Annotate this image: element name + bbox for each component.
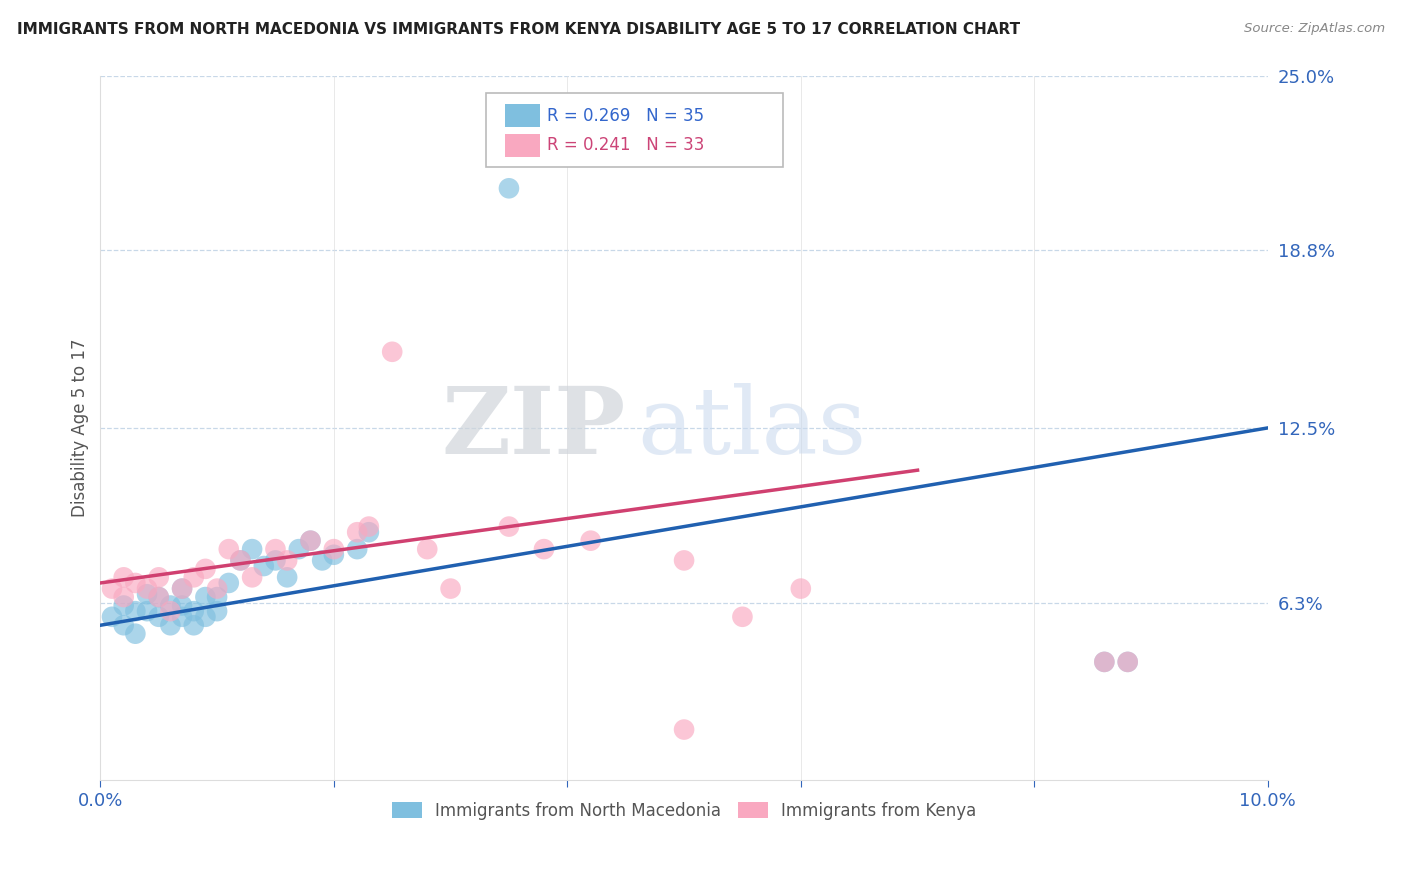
Point (112, 570, 135, 584)
Point (276, 553, 298, 567)
Point (112, 599, 135, 613)
Point (194, 562, 217, 576)
Point (253, 559, 276, 574)
Point (218, 576, 240, 591)
Point (229, 553, 252, 567)
Point (205, 590, 228, 604)
Point (112, 618, 135, 632)
Y-axis label: Disability Age 5 to 17: Disability Age 5 to 17 (72, 339, 89, 517)
Point (159, 618, 181, 632)
Point (159, 599, 181, 613)
Point (194, 609, 217, 624)
Point (218, 542, 240, 557)
Point (346, 542, 368, 557)
Bar (505, 134, 540, 157)
Point (311, 553, 333, 567)
Point (148, 590, 170, 604)
Point (673, 723, 696, 737)
Text: R = 0.241   N = 33: R = 0.241 N = 33 (547, 136, 704, 154)
Bar (505, 104, 540, 127)
Point (322, 548, 344, 562)
Text: Source: ZipAtlas.com: Source: ZipAtlas.com (1244, 22, 1385, 36)
Point (170, 582, 193, 596)
Text: atlas: atlas (637, 383, 866, 473)
Text: R = 0.269   N = 35: R = 0.269 N = 35 (547, 107, 704, 125)
Point (439, 582, 461, 596)
Point (240, 570, 263, 584)
Point (101, 609, 124, 624)
Point (170, 599, 193, 613)
Point (264, 542, 287, 557)
Point (148, 570, 170, 584)
Point (264, 553, 287, 567)
Point (1116, 655, 1139, 669)
Point (579, 533, 602, 548)
Point (194, 590, 217, 604)
Point (498, 519, 520, 533)
Point (124, 626, 146, 640)
Point (170, 582, 193, 596)
Point (148, 609, 170, 624)
Point (498, 181, 520, 195)
Point (124, 576, 146, 591)
Point (1092, 655, 1115, 669)
Point (101, 582, 124, 596)
Point (183, 570, 205, 584)
Point (299, 533, 322, 548)
Point (136, 604, 159, 618)
Point (416, 542, 439, 557)
Point (357, 525, 380, 540)
Point (1116, 655, 1139, 669)
Point (322, 542, 344, 557)
Point (790, 582, 813, 596)
Point (299, 533, 322, 548)
Point (205, 582, 228, 596)
Point (533, 542, 555, 557)
Point (124, 604, 146, 618)
Point (205, 604, 228, 618)
Point (183, 618, 205, 632)
FancyBboxPatch shape (485, 93, 783, 167)
Point (159, 604, 181, 618)
Legend: Immigrants from North Macedonia, Immigrants from Kenya: Immigrants from North Macedonia, Immigra… (387, 797, 981, 825)
Point (136, 587, 159, 601)
Point (288, 542, 311, 557)
Text: IMMIGRANTS FROM NORTH MACEDONIA VS IMMIGRANTS FROM KENYA DISABILITY AGE 5 TO 17 : IMMIGRANTS FROM NORTH MACEDONIA VS IMMIG… (17, 22, 1019, 37)
Point (170, 609, 193, 624)
Point (357, 519, 380, 533)
Point (276, 570, 298, 584)
Point (346, 525, 368, 540)
Point (112, 590, 135, 604)
Point (673, 553, 696, 567)
Point (229, 553, 252, 567)
Point (1092, 655, 1115, 669)
Point (136, 582, 159, 596)
Point (183, 604, 205, 618)
Point (381, 344, 404, 359)
Point (240, 542, 263, 557)
Point (148, 590, 170, 604)
Text: ZIP: ZIP (441, 383, 626, 473)
Point (731, 609, 754, 624)
